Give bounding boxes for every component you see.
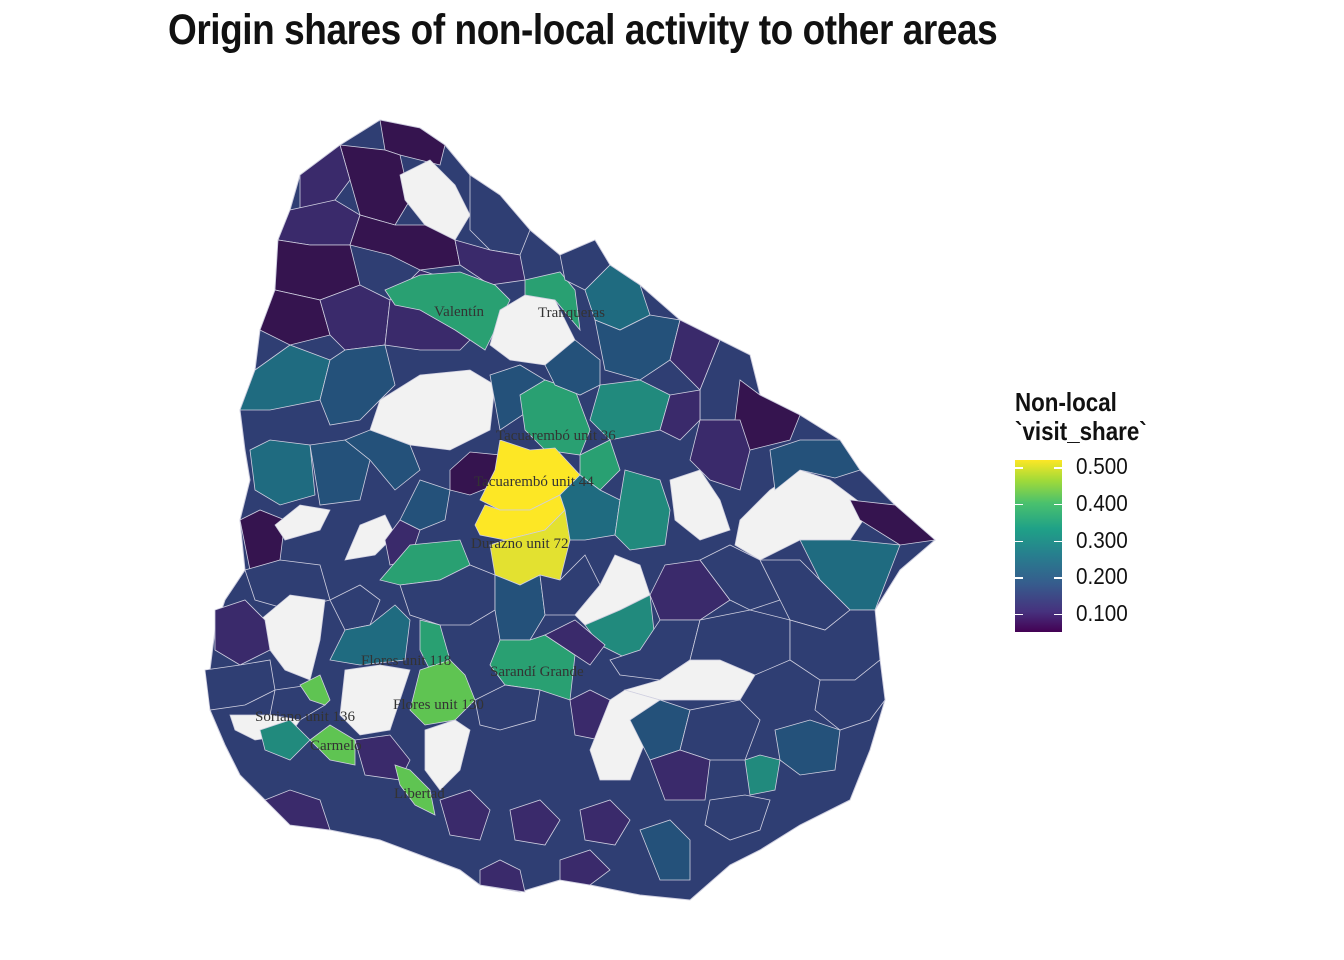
region: [774, 719, 841, 776]
region: [439, 789, 491, 841]
legend-title-line1: Non-local: [1015, 387, 1117, 417]
region: [399, 159, 471, 241]
region: [239, 509, 286, 571]
region: [579, 799, 631, 846]
legend-tick-label: 0.400: [1076, 489, 1128, 516]
region: [299, 144, 351, 211]
label-tacuarembo-44: Tacuarembó unit 44: [474, 474, 594, 490]
label-tacuarembo-36: Tacuarembó unit 36: [496, 428, 616, 444]
region: [559, 849, 611, 886]
region: [344, 429, 421, 491]
map-title: Origin shares of non-local activity to o…: [168, 6, 998, 54]
legend-colorbar: [1015, 460, 1062, 632]
region: [849, 499, 936, 546]
region: [399, 479, 451, 531]
region: [239, 344, 331, 411]
legend-tick-mark: [1015, 467, 1023, 469]
legend-tick-mark: [1054, 577, 1062, 579]
region: [299, 674, 331, 706]
label-valentin: Valentín: [434, 304, 484, 320]
region: [689, 419, 751, 491]
region: [704, 794, 771, 841]
region: [344, 514, 396, 561]
legend-tick-mark: [1015, 503, 1023, 506]
legend-tick-label: 0.100: [1076, 599, 1128, 626]
region: [259, 719, 311, 761]
legend-tick-mark: [1015, 540, 1023, 542]
region: [544, 619, 606, 666]
region: [339, 144, 411, 226]
region: [769, 439, 861, 491]
region: [614, 469, 671, 551]
label-durazno-72: Durazno unit 72: [471, 536, 568, 552]
region-labels: Valentín Tranqueras Tacuarembó unit 36 T…: [255, 304, 616, 802]
legend-tick-label: 0.500: [1076, 453, 1128, 480]
region: [394, 764, 436, 816]
region: [249, 439, 316, 506]
label-tranqueras: Tranqueras: [538, 305, 605, 321]
region: [814, 659, 886, 731]
legend-tick-mark: [1054, 613, 1062, 616]
region: [649, 749, 711, 801]
region: [509, 799, 561, 846]
region: [479, 859, 526, 893]
legend-title: Non-local `visit_share`: [1015, 388, 1147, 446]
region: [474, 684, 541, 731]
region: [214, 599, 271, 666]
label-flores-118: Flores unit 118: [361, 653, 451, 669]
region: [424, 719, 471, 791]
legend-tick-mark: [1054, 540, 1062, 542]
region: [519, 379, 591, 456]
region: [639, 819, 691, 881]
label-sarandi-grande: Sarandí Grande: [490, 664, 584, 680]
label-flores-130: Flores unit 130: [393, 697, 484, 713]
region: [524, 271, 581, 332]
region: [579, 439, 621, 491]
region: [264, 789, 331, 831]
region: [689, 609, 791, 676]
region: [494, 574, 546, 641]
label-soriano-136: Soriano unit 136: [255, 709, 355, 725]
region: [319, 344, 396, 426]
region: [339, 664, 411, 736]
legend-tick-mark: [1054, 503, 1062, 506]
region: [744, 754, 781, 796]
region: [329, 604, 411, 666]
region: [259, 594, 326, 681]
region: [329, 584, 381, 631]
label-libertad: Libertad: [394, 786, 445, 802]
region: [544, 339, 601, 396]
legend-tick-mark: [1015, 613, 1023, 616]
region: [669, 469, 731, 541]
legend-title-line2: `visit_share`: [1015, 416, 1147, 446]
region: [309, 724, 356, 766]
region: [659, 389, 701, 441]
region: [309, 439, 371, 506]
region: [274, 504, 331, 541]
legend-tick-mark: [1015, 577, 1023, 579]
legend-tick-label: 0.300: [1076, 526, 1128, 553]
label-carmelo: Carmelo: [310, 738, 362, 754]
legend-tick-mark: [1054, 467, 1062, 469]
region: [489, 294, 576, 366]
legend-tick-label: 0.200: [1076, 563, 1128, 590]
region: [409, 659, 476, 726]
